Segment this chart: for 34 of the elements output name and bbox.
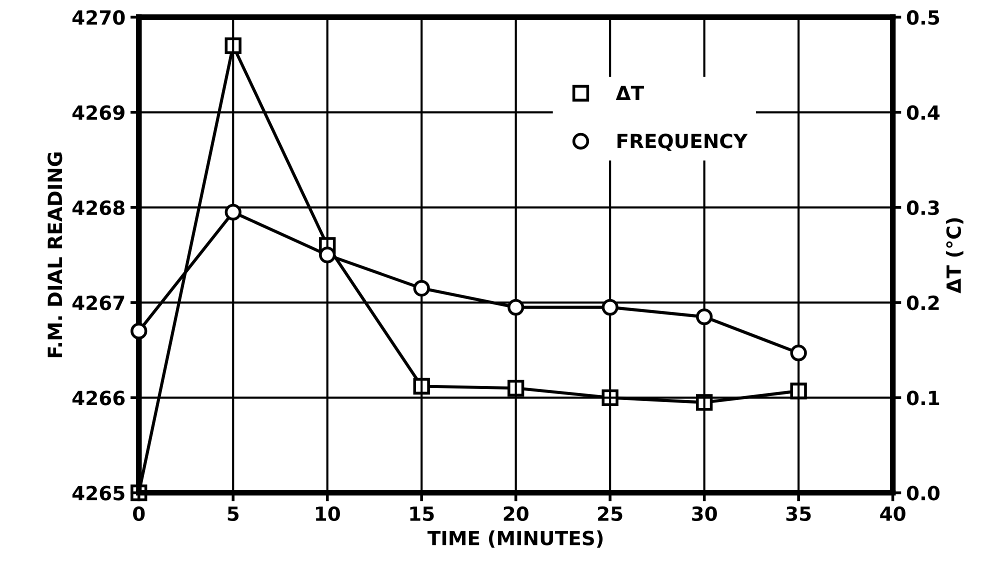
point [319,246,336,264]
y2-tick-label: 0.3 [906,200,939,216]
point [790,344,807,362]
x-tick-label: 10 [316,506,340,522]
x-tick-label: 25 [598,506,622,522]
y-tick-label: 4265 [72,486,124,500]
y-tick-label: 4268 [72,200,124,216]
point [130,322,148,340]
y2-tick-label: 0.1 [906,390,940,406]
x-tick-label: 40 [880,506,906,522]
y-tick-label: 4269 [72,105,124,120]
x-tick-label: 0 [133,506,145,522]
point [696,308,713,326]
point [224,204,242,221]
y2-tick-label: 0.0 [906,486,940,500]
point [602,298,618,316]
y2-tick-label: 0.2 [906,296,939,310]
y2-tick-label: 0.4 [906,105,940,120]
x-tick-label: 20 [504,506,528,522]
y2-axis-title: ΔT (°C) [946,218,964,294]
x-tick-label: 35 [786,506,811,522]
x-tick-label: 15 [410,506,434,522]
y-tick-label: 4267 [72,296,124,310]
x-tick-label: 30 [692,506,717,522]
y-tick-label: 4270 [72,10,125,25]
x-axis-title: TIME (MINUTES) [428,530,603,548]
legend-label: ΔT [616,86,644,100]
y-tick-label: 4266 [72,390,125,406]
point [413,280,430,297]
legend-label: FREQUENCY [618,134,748,151]
x-tick-label: 5 [228,506,239,522]
point [508,298,524,316]
y2-tick-label: 0.5 [906,10,940,25]
y-axis-title: F.M. DIAL READING [48,152,62,358]
